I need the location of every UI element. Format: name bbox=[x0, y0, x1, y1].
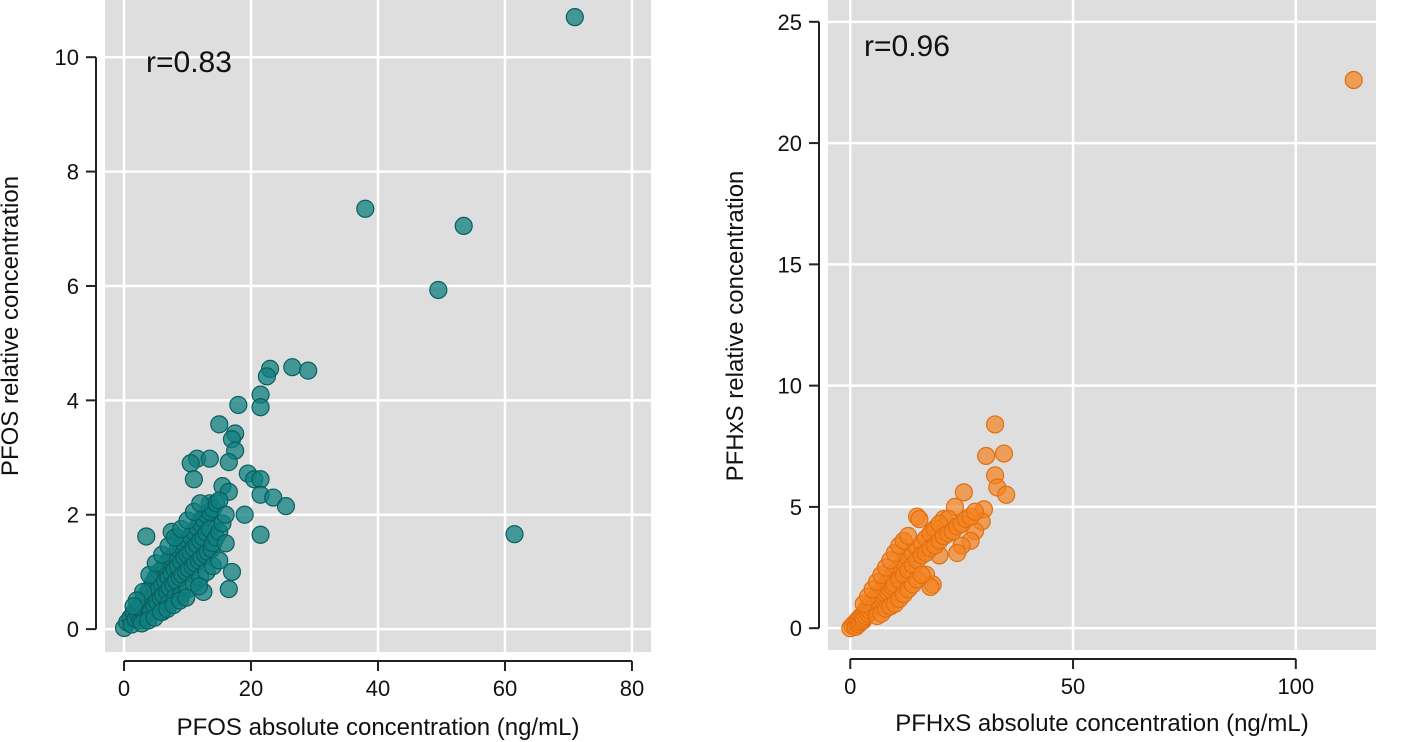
right-x-axis-title: PFHxS absolute concentration (ng/mL) bbox=[895, 710, 1309, 737]
y-tick-label: 10 bbox=[778, 374, 802, 399]
data-point bbox=[276, 497, 296, 516]
left-y-axis-title: PFOS relative concentration bbox=[0, 176, 24, 476]
data-point bbox=[356, 199, 375, 218]
left-y-axis: 0 2 4 6 8 10 bbox=[55, 45, 97, 642]
x-tick-label: 80 bbox=[620, 676, 644, 701]
data-point bbox=[1344, 70, 1363, 90]
data-point bbox=[912, 565, 931, 584]
data-point bbox=[429, 280, 448, 300]
y-tick-label: 15 bbox=[778, 252, 802, 277]
data-point bbox=[454, 216, 473, 236]
x-tick-label: 0 bbox=[844, 674, 856, 699]
y-tick-label: 2 bbox=[67, 503, 79, 528]
y-tick-label: 8 bbox=[67, 160, 79, 185]
x-tick-label: 50 bbox=[1061, 674, 1085, 699]
data-point bbox=[181, 454, 200, 473]
data-point bbox=[251, 398, 270, 417]
data-point bbox=[954, 483, 973, 502]
data-point bbox=[219, 453, 238, 472]
y-tick-label: 25 bbox=[778, 10, 802, 35]
x-tick-label: 20 bbox=[239, 676, 263, 701]
data-point bbox=[251, 525, 270, 544]
y-tick-label: 6 bbox=[67, 274, 79, 299]
data-point bbox=[216, 534, 235, 553]
data-point bbox=[264, 488, 283, 507]
y-tick-label: 5 bbox=[790, 495, 802, 520]
right-y-axis: 0 5 10 15 20 25 bbox=[778, 10, 820, 641]
data-point bbox=[216, 505, 235, 524]
y-tick-label: 0 bbox=[67, 617, 79, 642]
left-annotation: r=0.83 bbox=[146, 46, 232, 79]
data-point bbox=[899, 526, 918, 546]
left-points bbox=[114, 8, 584, 638]
data-point bbox=[965, 502, 985, 521]
x-tick-label: 60 bbox=[493, 676, 517, 701]
data-point bbox=[184, 470, 203, 489]
left-panel: 0 20 40 60 80 0 2 4 6 8 10 r=0.83 PFOS absolute c… bbox=[0, 0, 651, 741]
left-grid bbox=[105, 0, 651, 652]
data-point bbox=[210, 415, 229, 434]
data-point bbox=[283, 358, 302, 377]
data-point bbox=[251, 470, 270, 489]
x-tick-label: 40 bbox=[366, 676, 390, 701]
data-point bbox=[200, 449, 219, 468]
y-tick-label: 0 bbox=[790, 616, 802, 641]
data-point bbox=[210, 551, 229, 570]
y-tick-label: 10 bbox=[55, 45, 79, 70]
right-annotation: r=0.96 bbox=[864, 30, 950, 63]
right-x-axis: 0 50 100 bbox=[844, 658, 1314, 699]
y-tick-label: 20 bbox=[778, 131, 802, 156]
x-tick-label: 100 bbox=[1277, 674, 1314, 699]
data-point bbox=[565, 8, 584, 27]
right-y-axis-title: PFHxS relative concentration bbox=[722, 171, 749, 482]
right-grid bbox=[828, 0, 1376, 650]
data-point bbox=[189, 577, 209, 596]
data-point bbox=[191, 494, 210, 513]
data-point bbox=[229, 395, 248, 415]
data-point bbox=[299, 361, 318, 380]
data-point bbox=[137, 527, 156, 546]
data-point bbox=[219, 579, 238, 599]
data-point bbox=[997, 485, 1016, 504]
data-point bbox=[505, 525, 524, 544]
data-point bbox=[948, 543, 967, 563]
right-points bbox=[841, 70, 1363, 638]
y-tick-label: 4 bbox=[67, 388, 79, 413]
data-point bbox=[910, 509, 929, 529]
data-point bbox=[235, 505, 254, 524]
data-point bbox=[994, 444, 1014, 463]
left-x-axis-title: PFOS absolute concentration (ng/mL) bbox=[177, 714, 580, 741]
right-panel: 0 50 100 0 5 10 15 20 25 r=0.96 PFHxS absolute … bbox=[722, 0, 1376, 737]
data-point bbox=[124, 597, 143, 616]
data-point bbox=[177, 588, 196, 607]
data-point bbox=[222, 562, 242, 582]
x-tick-label: 0 bbox=[118, 676, 130, 701]
data-point bbox=[257, 367, 276, 386]
left-x-axis: 0 20 40 60 80 bbox=[118, 660, 644, 701]
data-point bbox=[977, 446, 996, 466]
data-point bbox=[985, 415, 1005, 434]
